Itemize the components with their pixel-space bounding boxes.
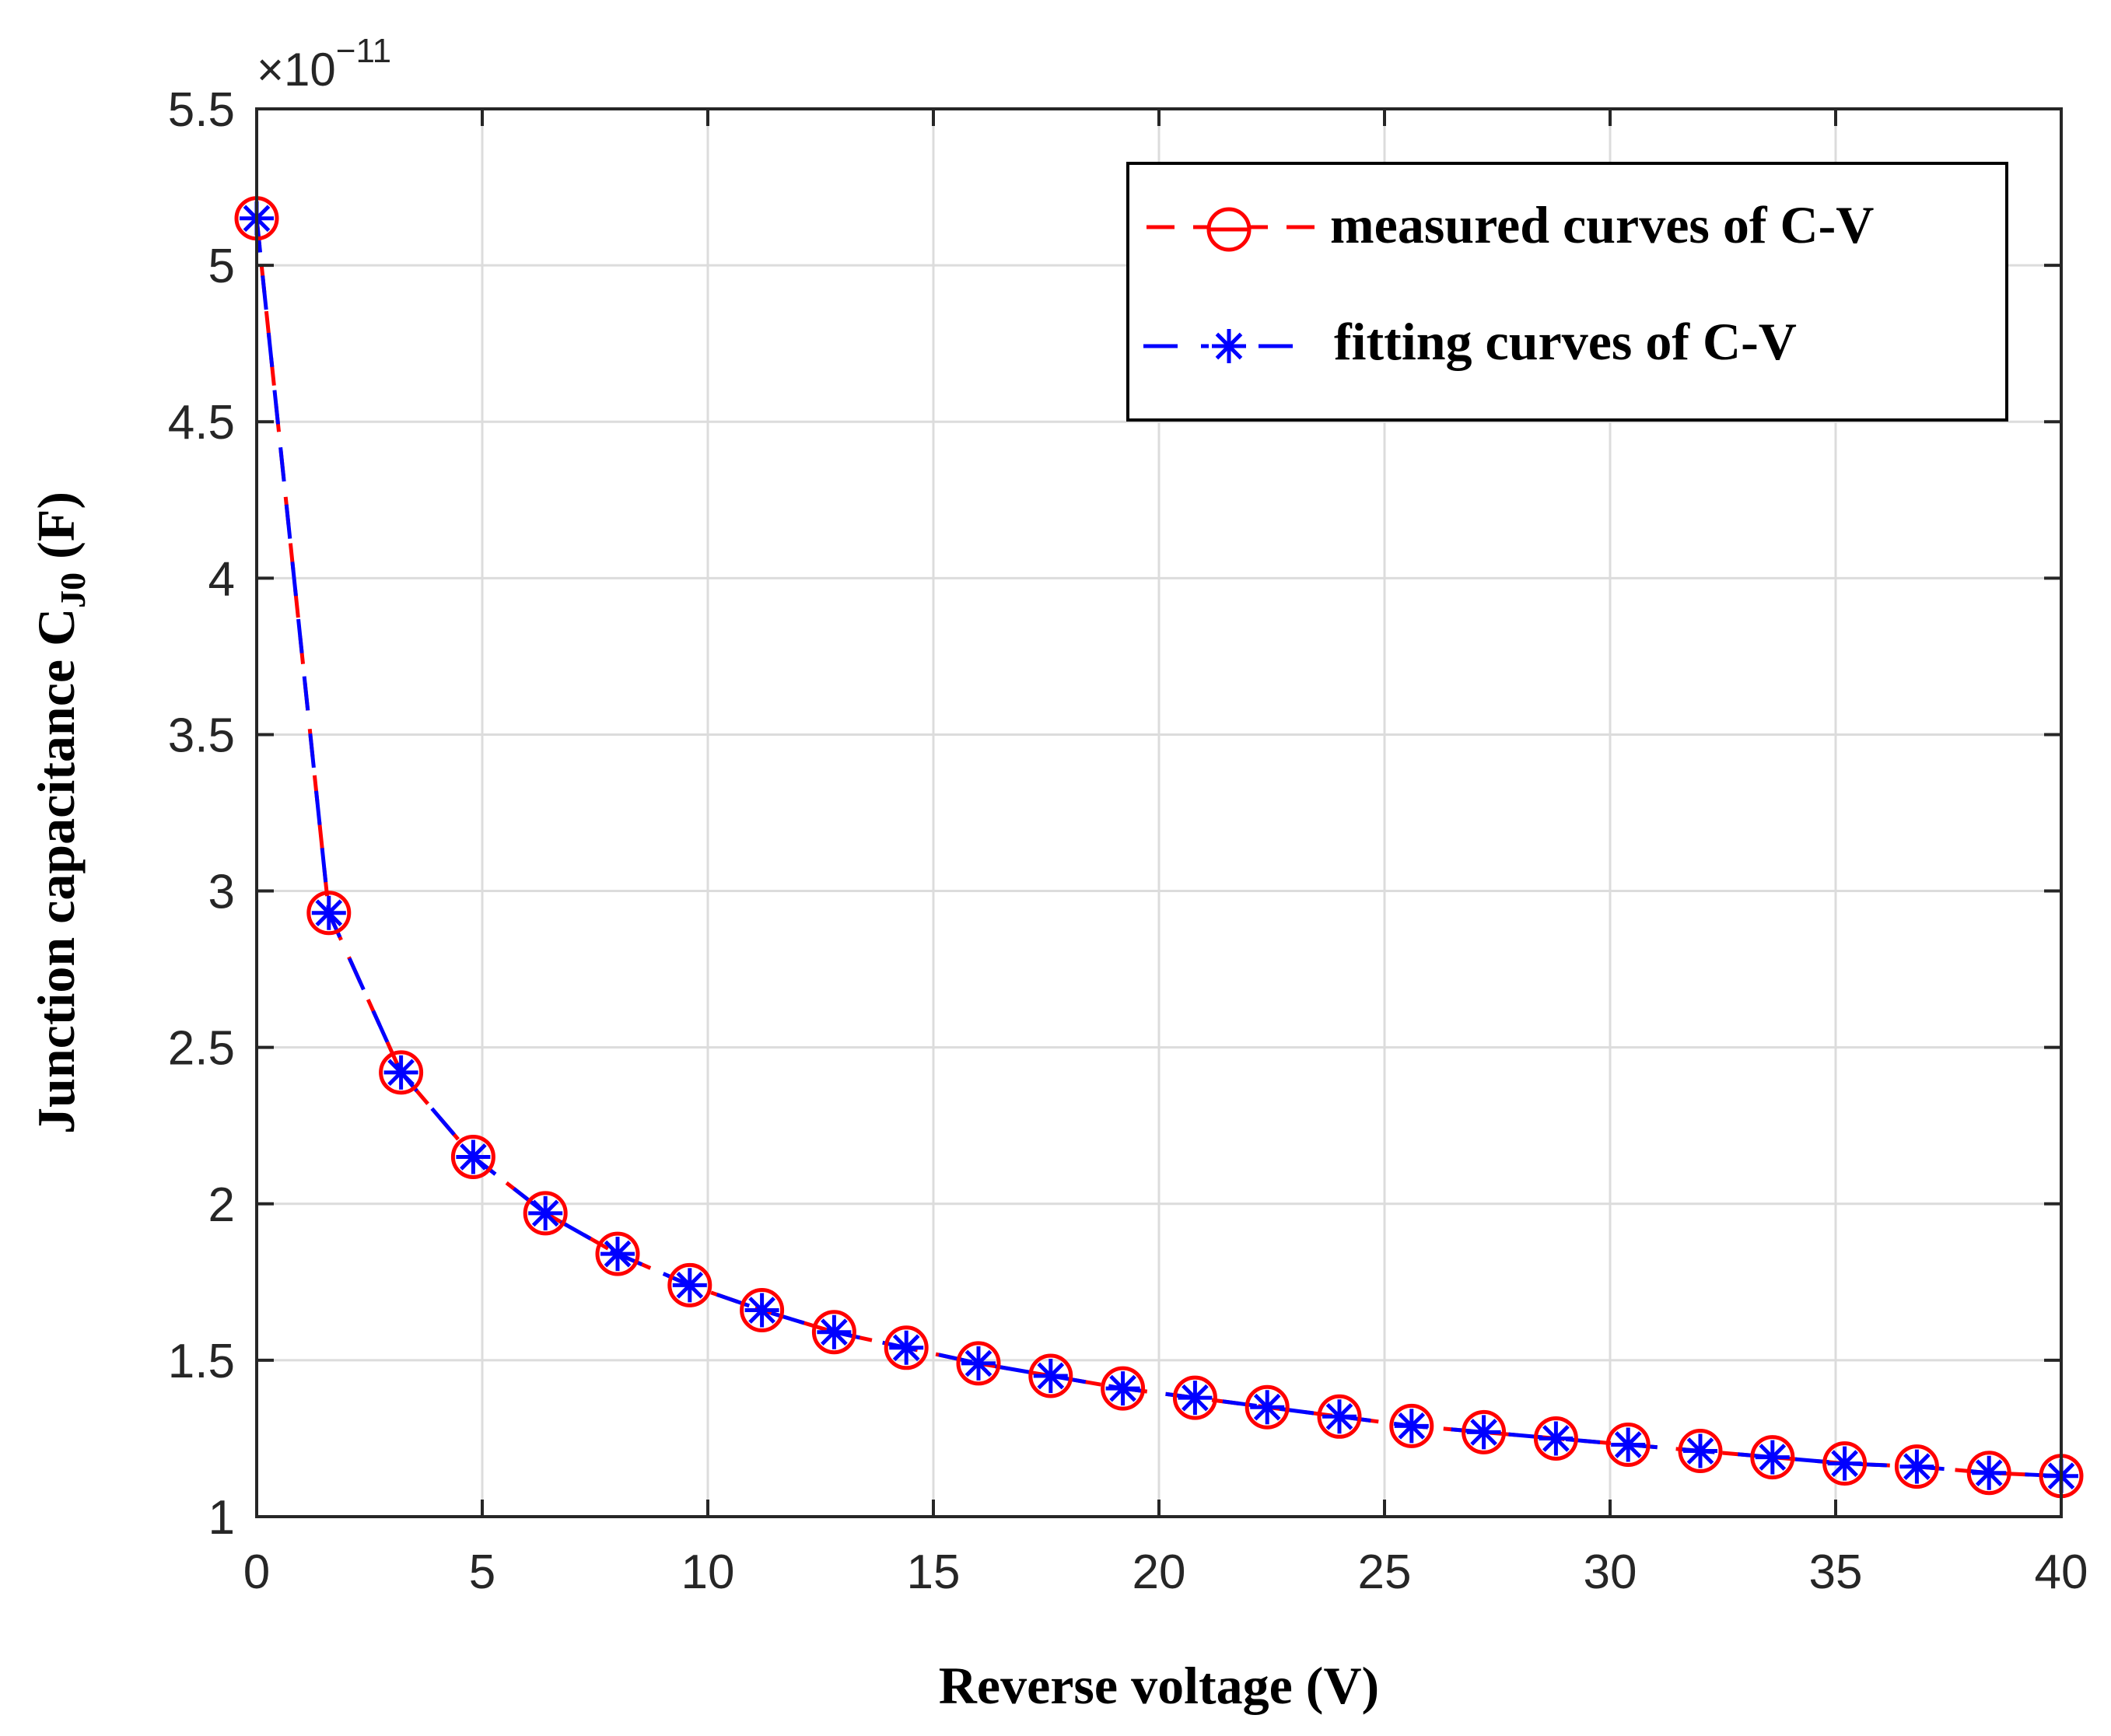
fitting-point <box>1466 1415 1501 1450</box>
fitting-point <box>1611 1427 1646 1462</box>
measured-point <box>306 891 352 936</box>
measured-point <box>1750 1435 1795 1480</box>
y-tick-label: 1.5 <box>168 1335 235 1388</box>
fitting-point <box>311 895 346 930</box>
y-tick-label: 5 <box>208 240 235 293</box>
x-tick-label: 0 <box>243 1545 270 1599</box>
fitting-point <box>1105 1371 1140 1406</box>
measured-point <box>740 1288 785 1333</box>
fitting-point <box>889 1330 924 1365</box>
x-tick-label: 25 <box>1358 1545 1412 1599</box>
fitting-point <box>1322 1399 1357 1434</box>
measured-point <box>956 1341 1001 1386</box>
legend-entry-measured <box>1143 207 1315 252</box>
fitting-point <box>1033 1359 1068 1393</box>
fitting-point <box>1394 1409 1429 1444</box>
y-tick-label: 2 <box>208 1178 235 1232</box>
fitting-point <box>1683 1433 1717 1468</box>
measured-point <box>450 1134 495 1179</box>
fitting-point <box>672 1268 707 1303</box>
measured-point <box>884 1325 929 1370</box>
fitting-point <box>1539 1421 1574 1456</box>
x-axis-title: Reverse voltage (V) <box>939 1656 1379 1715</box>
measured-point <box>595 1231 640 1276</box>
y-axis-title-subscript: J0 <box>53 572 93 608</box>
measured-point <box>523 1191 568 1236</box>
legend-label-measured: measured curves of C-V <box>1330 195 1874 254</box>
x-tick-label: 35 <box>1809 1545 1863 1599</box>
y-axis-title-main: Junction capacitance C <box>26 608 86 1134</box>
x-tick-label: 40 <box>2035 1545 2088 1599</box>
fitting-point <box>600 1237 635 1272</box>
y-axis-multiplier: ×10−11 <box>257 32 391 96</box>
axis-ticks: 0 5 10 15 20 25 30 35 40 1 1.5 2 2.5 3 3.5 4 4.5 5 5.5 <box>168 83 2088 1599</box>
legend-entry-fitting <box>1143 326 1315 366</box>
fitting-point <box>817 1314 852 1349</box>
measured-point <box>811 1310 856 1355</box>
measured-point <box>379 1050 424 1095</box>
fitting-point <box>1755 1440 1790 1475</box>
y-tick-label: 4 <box>208 552 235 606</box>
y-tick-label: 3.5 <box>168 709 235 762</box>
measured-point <box>1678 1429 1723 1474</box>
fitting-point <box>383 1055 418 1090</box>
measured-point <box>1245 1384 1290 1430</box>
measured-point <box>1101 1366 1146 1411</box>
x-tick-label: 5 <box>469 1545 495 1599</box>
measured-point <box>1317 1394 1362 1439</box>
measured-series-line <box>254 218 2062 1479</box>
measured-point <box>1462 1409 1507 1454</box>
x-tick-label: 30 <box>1584 1545 1637 1599</box>
fitting-point <box>744 1293 779 1328</box>
measured-point <box>1894 1444 1939 1489</box>
measured-point <box>1028 1353 1073 1398</box>
y-tick-label: 5.5 <box>168 83 235 137</box>
measured-point <box>1389 1403 1434 1448</box>
measured-point <box>1822 1441 1868 1486</box>
fitting-point <box>961 1346 996 1381</box>
legend-label-fitting: fitting curves of C-V <box>1334 312 1797 371</box>
legend-marker-fitting <box>1212 329 1246 363</box>
measured-point <box>1172 1375 1217 1420</box>
y-axis-title-unit: (F) <box>26 492 86 572</box>
data-markers <box>234 196 2084 1499</box>
x-tick-label: 15 <box>907 1545 961 1599</box>
legend-box <box>1126 162 2008 422</box>
measured-point <box>1966 1451 2011 1496</box>
fitting-point <box>456 1139 491 1174</box>
y-tick-label: 4.5 <box>168 396 235 450</box>
legend: measured curves of C-V fitting curves of… <box>1126 162 2008 422</box>
measured-point <box>1605 1422 1651 1467</box>
y-tick-label: 3 <box>208 866 235 919</box>
fitting-point <box>1972 1455 2007 1490</box>
y-axis-title: Junction capacitance CJ0 (F) <box>26 492 93 1134</box>
fitting-point <box>1250 1390 1285 1425</box>
measured-point <box>1533 1416 1578 1461</box>
fitting-point <box>1178 1381 1213 1416</box>
y-tick-label: 2.5 <box>168 1022 235 1076</box>
fitting-point <box>1827 1446 1862 1481</box>
x-tick-label: 20 <box>1133 1545 1186 1599</box>
fitting-point <box>528 1195 563 1230</box>
x-tick-label: 10 <box>681 1545 735 1599</box>
fitting-point <box>1899 1449 1934 1484</box>
y-tick-label: 1 <box>208 1491 235 1545</box>
measured-point <box>667 1262 712 1307</box>
